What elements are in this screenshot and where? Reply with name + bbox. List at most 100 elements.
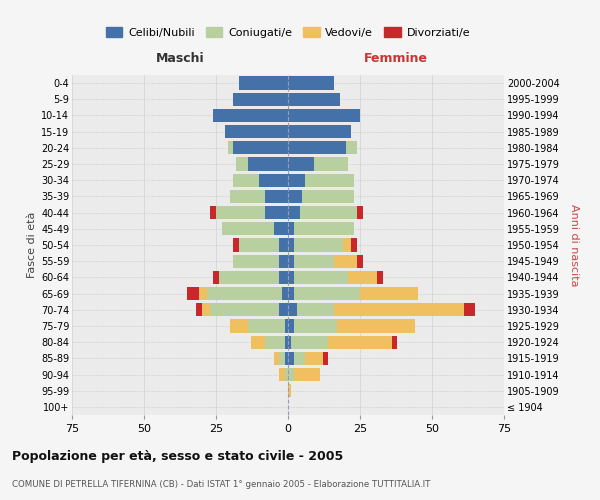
Bar bbox=[288, 206, 299, 220]
Text: Popolazione per età, sesso e stato civile - 2005: Popolazione per età, sesso e stato civil… bbox=[12, 450, 343, 463]
Bar bbox=[239, 238, 280, 252]
Bar bbox=[265, 336, 285, 349]
Bar bbox=[305, 352, 323, 365]
Bar bbox=[239, 76, 288, 90]
Bar bbox=[294, 270, 349, 284]
Bar bbox=[314, 158, 349, 170]
Bar bbox=[230, 190, 265, 203]
Bar bbox=[352, 238, 357, 252]
Bar bbox=[280, 238, 288, 252]
Bar bbox=[285, 336, 288, 349]
Bar bbox=[392, 336, 397, 349]
Bar bbox=[282, 287, 288, 300]
Bar bbox=[288, 222, 294, 235]
Bar bbox=[285, 368, 288, 381]
Bar bbox=[288, 125, 352, 138]
Bar bbox=[294, 238, 343, 252]
Y-axis label: Anni di nascita: Anni di nascita bbox=[569, 204, 579, 286]
Bar bbox=[288, 368, 294, 381]
Bar bbox=[274, 352, 280, 365]
Bar bbox=[233, 174, 259, 187]
Bar bbox=[357, 206, 363, 220]
Bar bbox=[288, 287, 294, 300]
Bar bbox=[216, 206, 265, 220]
Bar bbox=[328, 336, 392, 349]
Bar bbox=[208, 287, 282, 300]
Bar bbox=[288, 270, 294, 284]
Bar bbox=[288, 352, 294, 365]
Bar bbox=[224, 125, 288, 138]
Bar bbox=[288, 320, 294, 332]
Bar bbox=[294, 287, 360, 300]
Bar bbox=[299, 206, 357, 220]
Bar bbox=[233, 141, 288, 154]
Y-axis label: Fasce di età: Fasce di età bbox=[26, 212, 37, 278]
Text: Maschi: Maschi bbox=[155, 52, 205, 66]
Bar bbox=[265, 190, 288, 203]
Bar bbox=[288, 336, 291, 349]
Bar bbox=[288, 254, 294, 268]
Bar bbox=[357, 254, 363, 268]
Bar bbox=[349, 270, 377, 284]
Bar bbox=[233, 254, 280, 268]
Bar bbox=[296, 303, 334, 316]
Bar bbox=[230, 320, 248, 332]
Bar bbox=[213, 109, 288, 122]
Bar bbox=[280, 254, 288, 268]
Bar bbox=[280, 303, 288, 316]
Bar bbox=[251, 336, 265, 349]
Bar bbox=[280, 352, 285, 365]
Bar bbox=[288, 384, 291, 398]
Bar bbox=[294, 254, 334, 268]
Bar bbox=[294, 352, 305, 365]
Bar bbox=[323, 352, 328, 365]
Bar bbox=[294, 368, 320, 381]
Bar bbox=[288, 238, 294, 252]
Bar bbox=[196, 303, 202, 316]
Bar bbox=[280, 368, 285, 381]
Bar bbox=[360, 287, 418, 300]
Bar bbox=[346, 141, 357, 154]
Bar bbox=[288, 190, 302, 203]
Bar bbox=[294, 320, 337, 332]
Bar bbox=[233, 92, 288, 106]
Bar bbox=[210, 303, 280, 316]
Bar bbox=[305, 174, 354, 187]
Text: Femmine: Femmine bbox=[364, 52, 428, 66]
Bar bbox=[288, 174, 305, 187]
Bar bbox=[377, 270, 383, 284]
Bar bbox=[202, 303, 210, 316]
Bar bbox=[291, 336, 328, 349]
Bar bbox=[337, 320, 415, 332]
Bar bbox=[285, 352, 288, 365]
Bar bbox=[199, 287, 208, 300]
Bar bbox=[288, 141, 346, 154]
Bar bbox=[294, 222, 354, 235]
Bar bbox=[219, 270, 280, 284]
Text: COMUNE DI PETRELLA TIFERNINA (CB) - Dati ISTAT 1° gennaio 2005 - Elaborazione TU: COMUNE DI PETRELLA TIFERNINA (CB) - Dati… bbox=[12, 480, 430, 489]
Bar bbox=[227, 141, 233, 154]
Bar bbox=[213, 270, 219, 284]
Bar bbox=[280, 270, 288, 284]
Bar bbox=[259, 174, 288, 187]
Bar bbox=[464, 303, 475, 316]
Bar bbox=[248, 158, 288, 170]
Bar bbox=[274, 222, 288, 235]
Bar bbox=[288, 92, 340, 106]
Legend: Celibi/Nubili, Coniugati/e, Vedovi/e, Divorziati/e: Celibi/Nubili, Coniugati/e, Vedovi/e, Di… bbox=[101, 22, 475, 42]
Bar bbox=[187, 287, 199, 300]
Bar bbox=[288, 109, 360, 122]
Bar bbox=[288, 303, 296, 316]
Bar bbox=[265, 206, 288, 220]
Bar bbox=[210, 206, 216, 220]
Bar bbox=[248, 320, 285, 332]
Bar bbox=[288, 76, 334, 90]
Bar bbox=[334, 254, 357, 268]
Bar bbox=[233, 238, 239, 252]
Bar bbox=[288, 158, 314, 170]
Bar bbox=[302, 190, 354, 203]
Bar bbox=[236, 158, 248, 170]
Bar bbox=[285, 320, 288, 332]
Bar bbox=[222, 222, 274, 235]
Bar bbox=[334, 303, 464, 316]
